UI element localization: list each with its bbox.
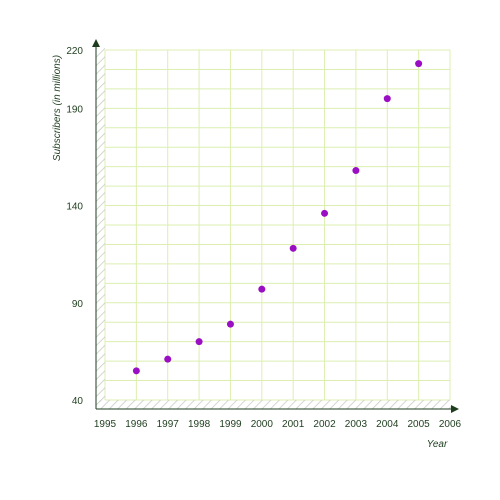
y-tick-label: 140 (66, 202, 83, 213)
x-tick-label: 2001 (282, 419, 305, 430)
x-tick-label: 2000 (251, 419, 274, 430)
x-tick-label: 1996 (125, 419, 148, 430)
x-tick-label: 2004 (376, 419, 399, 430)
x-tick-label: 2002 (313, 419, 336, 430)
y-tick-label: 220 (66, 46, 83, 57)
data-point (195, 338, 203, 346)
data-point (321, 209, 329, 217)
y-tick-labels: 40 90 140 190 220 (66, 46, 83, 407)
x-axis-label: Year (427, 439, 448, 450)
data-point (352, 167, 360, 175)
x-tick-labels: 1995 1996 1997 1998 1999 2000 2001 2002 2003 2004… (94, 419, 462, 430)
data-points (132, 60, 423, 375)
data-point (258, 285, 266, 293)
y-axis-label: Subscribers (in millions) (52, 55, 63, 161)
y-tick-label: 90 (72, 299, 84, 310)
data-point (383, 95, 391, 103)
data-point (415, 60, 423, 68)
y-axis-hatch (96, 48, 105, 402)
x-tick-label: 2006 (439, 419, 462, 430)
x-axis-hatch (96, 400, 452, 409)
x-tick-label: 1995 (94, 419, 117, 430)
data-point (289, 244, 297, 252)
x-tick-label: 1997 (157, 419, 180, 430)
grid (104, 49, 451, 401)
x-tick-label: 2005 (408, 419, 431, 430)
data-point (164, 355, 172, 363)
x-tick-label: 1998 (188, 419, 211, 430)
y-axis-arrow (92, 39, 100, 47)
x-tick-label: 1999 (219, 419, 242, 430)
x-axis-arrow (451, 405, 459, 413)
y-tick-label: 40 (72, 396, 84, 407)
data-point (226, 320, 234, 328)
data-point (132, 367, 140, 375)
y-tick-label: 190 (66, 104, 83, 115)
axes (92, 39, 459, 413)
x-tick-label: 2003 (345, 419, 368, 430)
